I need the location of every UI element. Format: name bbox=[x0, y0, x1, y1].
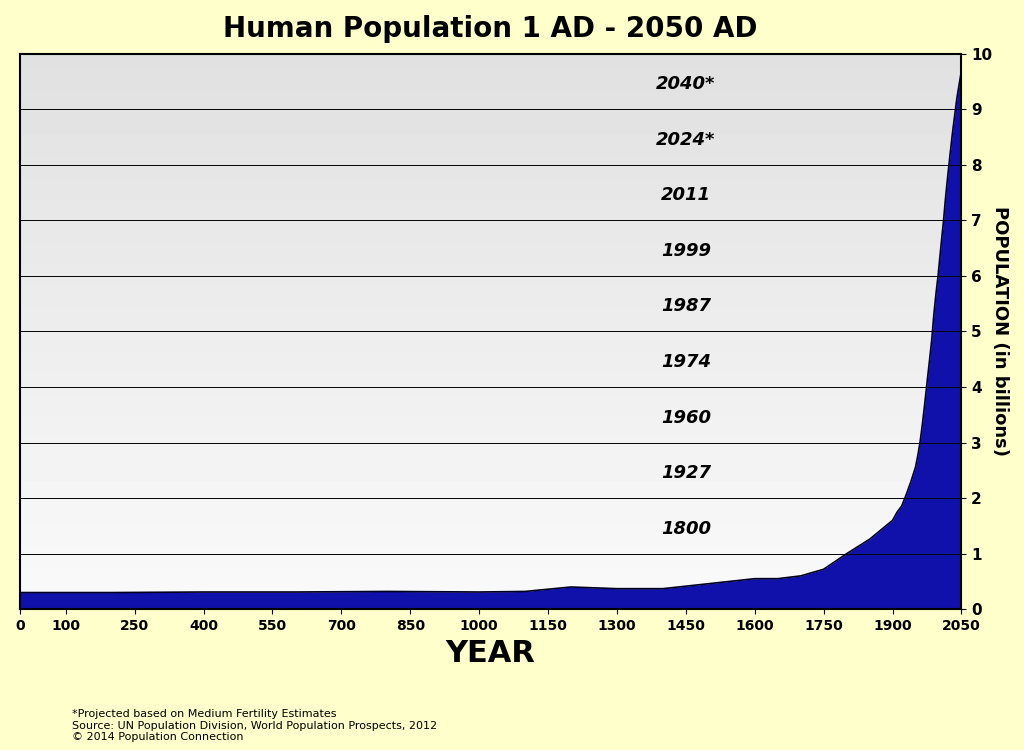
Text: 1960: 1960 bbox=[660, 409, 711, 427]
Text: 1800: 1800 bbox=[660, 520, 711, 538]
Text: 1987: 1987 bbox=[660, 298, 711, 316]
Title: Human Population 1 AD - 2050 AD: Human Population 1 AD - 2050 AD bbox=[223, 15, 758, 43]
Text: 1927: 1927 bbox=[660, 464, 711, 482]
Y-axis label: POPULATION (in billions): POPULATION (in billions) bbox=[991, 206, 1009, 457]
Text: 1974: 1974 bbox=[660, 353, 711, 371]
X-axis label: YEAR: YEAR bbox=[445, 638, 536, 668]
Text: 2040*: 2040* bbox=[656, 75, 716, 93]
Text: 2024*: 2024* bbox=[656, 130, 716, 148]
Text: 2011: 2011 bbox=[660, 186, 711, 204]
Text: *Projected based on Medium Fertility Estimates
Source: UN Population Division, W: *Projected based on Medium Fertility Est… bbox=[72, 710, 437, 742]
Text: 1999: 1999 bbox=[660, 242, 711, 260]
